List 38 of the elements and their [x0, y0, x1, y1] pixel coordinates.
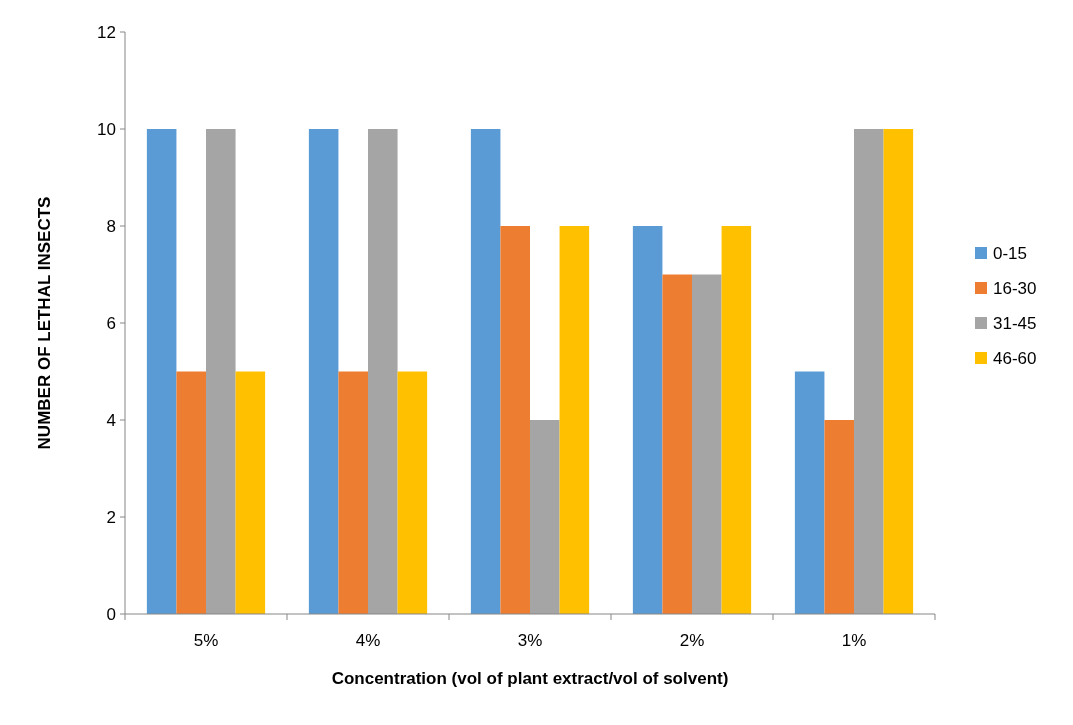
legend-label: 31-45 — [993, 313, 1037, 333]
y-tick-label: 12 — [97, 22, 116, 42]
x-tick-label: 1% — [841, 631, 867, 650]
y-tick-label: 4 — [106, 410, 116, 430]
x-tick-label: 4% — [355, 631, 381, 650]
x-tick-label: 5% — [193, 631, 219, 650]
bar — [559, 226, 590, 614]
bar — [883, 129, 914, 614]
y-tick-label: 0 — [106, 604, 116, 624]
bar — [338, 371, 368, 614]
bar — [470, 129, 501, 614]
y-tick-label: 10 — [97, 119, 116, 139]
y-tick-label: 2 — [106, 507, 116, 527]
x-axis-title: Concentration (vol of plant extract/vol of solvent) — [331, 669, 729, 688]
bar — [368, 129, 398, 614]
bar — [235, 371, 266, 614]
bar — [692, 274, 722, 614]
legend-label: 0-15 — [993, 243, 1028, 263]
legend-label: 16-30 — [993, 278, 1037, 298]
y-tick-label: 8 — [106, 216, 116, 236]
bar — [146, 129, 177, 614]
bar — [500, 226, 530, 614]
legend-label: 46-60 — [993, 348, 1037, 368]
bar — [176, 371, 206, 614]
y-tick-label: 6 — [106, 313, 116, 333]
x-tick-label: 2% — [679, 631, 705, 650]
bar — [530, 420, 560, 614]
bar — [824, 420, 854, 614]
bar — [794, 371, 825, 614]
x-tick-label: 3% — [517, 631, 543, 650]
bar — [632, 226, 663, 614]
bar — [854, 129, 884, 614]
bar — [397, 371, 428, 614]
bar — [206, 129, 236, 614]
bar — [308, 129, 339, 614]
bar — [721, 226, 752, 614]
y-axis-title: NUMBER OF LETHAL INSECTS — [35, 196, 54, 450]
bar — [662, 274, 692, 614]
